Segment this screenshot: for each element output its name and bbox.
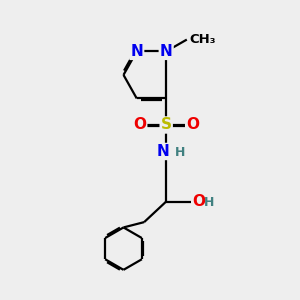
Text: O: O bbox=[133, 118, 146, 133]
Text: N: N bbox=[160, 44, 172, 59]
Text: H: H bbox=[174, 146, 185, 159]
Text: CH₃: CH₃ bbox=[190, 33, 216, 46]
Text: N: N bbox=[157, 144, 169, 159]
Text: O: O bbox=[186, 118, 199, 133]
Text: S: S bbox=[161, 118, 172, 133]
Text: O: O bbox=[193, 194, 206, 209]
Text: H: H bbox=[204, 196, 214, 209]
Text: N: N bbox=[130, 44, 143, 59]
